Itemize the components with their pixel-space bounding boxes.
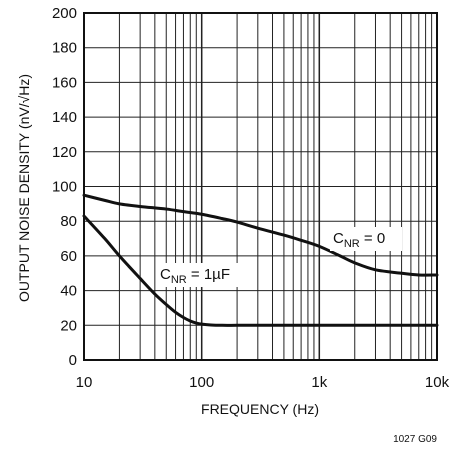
y-tick-label: 80 — [60, 213, 77, 230]
series-labels: CNR = 0 CNR = 1µF — [157, 227, 402, 287]
x-tick-label: 1k — [311, 374, 327, 391]
plot-frame — [83, 12, 438, 361]
label-cnr-0-bg — [330, 227, 402, 251]
y-axis-title: OUTPUT NOISE DENSITY (nV/√Hz) — [16, 74, 32, 302]
y-tick-label: 40 — [60, 283, 77, 300]
y-tick-label: 20 — [60, 317, 77, 334]
label-cnr-1uf-bg — [157, 263, 243, 287]
y-tick-label: 160 — [52, 74, 77, 91]
x-tick-label: 10k — [425, 374, 450, 391]
label-cnr-0: CNR = 0 — [333, 230, 385, 250]
x-tick-label: 100 — [189, 374, 214, 391]
y-tick-label: 0 — [69, 352, 77, 369]
y-tick-label: 200 — [52, 5, 77, 22]
label-cnr-1uf: CNR = 1µF — [160, 266, 230, 286]
series-group — [82, 193, 439, 327]
x-tick-label: 10 — [76, 374, 93, 391]
tick-labels: 0 20 40 60 80 100 120 140 160 180 200 10 100 1k 10k — [52, 5, 450, 391]
y-tick-label: 100 — [52, 179, 77, 196]
x-axis-title: FREQUENCY (Hz) — [201, 401, 319, 417]
figure-id: 1027 G09 — [393, 434, 437, 445]
y-tick-label: 180 — [52, 40, 77, 57]
y-tick-label: 140 — [52, 109, 77, 126]
series-line-cnr-1uf — [82, 214, 439, 327]
y-tick-label: 120 — [52, 144, 77, 161]
grid — [83, 12, 438, 361]
series-line-cnr-0 — [82, 193, 439, 277]
y-tick-label: 60 — [60, 248, 77, 265]
